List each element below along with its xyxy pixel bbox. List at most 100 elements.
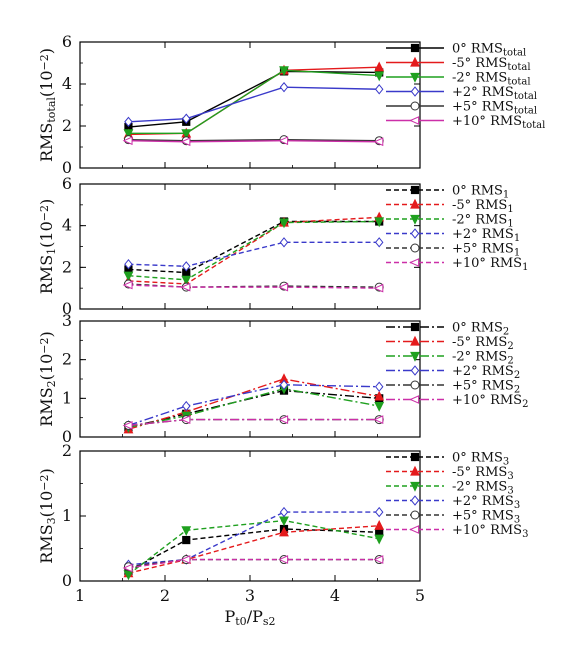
data-point [181,275,192,286]
legend-entry: -5° RMStotal [452,56,531,73]
legend-marker [410,452,420,462]
legend-entry: +2° RMStotal [452,85,537,102]
data-point [122,136,133,146]
data-point [122,280,133,290]
series-line [128,216,380,285]
y-tick-label: 2 [62,116,72,135]
legend-marker [410,43,420,53]
data-point [124,116,133,127]
series-line [128,220,380,274]
y-tick-label: 1 [62,388,72,407]
legend-entry: +5° RMS2 [452,379,520,396]
data-point [374,381,384,392]
series-line [128,220,380,281]
data-point [374,237,384,248]
data-point [279,218,289,229]
y-tick-label: 2 [62,441,72,460]
legend-entry: -2° RMS2 [452,350,514,367]
legend-marker [410,185,420,195]
data-point [278,282,289,292]
legend-marker [410,101,420,111]
data-point [279,237,289,248]
legend-entry: -5° RMS1 [452,198,514,215]
data-point [373,137,384,147]
data-point [278,555,289,564]
legend-marker [410,351,420,362]
data-point [181,526,192,537]
data-point [278,415,289,424]
series-line [128,283,380,288]
y-tick-label: 1 [62,506,72,525]
legend-entry: +5° RMS3 [452,509,520,526]
data-point [279,506,289,518]
x-tick-label: 5 [415,586,425,605]
legend-entry: +2° RMS3 [452,494,520,511]
legend-entry: +10° RMStotal [452,114,545,131]
data-point [279,81,289,93]
legend-entry: +10° RMS2 [452,393,528,410]
data-point [180,555,191,564]
plot-frame [79,450,421,582]
legend-marker [410,243,420,253]
data-point [374,217,385,228]
data-point [374,390,385,401]
data-point [182,113,191,124]
legend-marker [410,228,420,239]
series-line [128,384,380,427]
legend-marker [410,481,420,492]
series-line [128,519,380,576]
y-axis-title: RMS1(10−2) [37,199,58,294]
series-line [128,69,380,135]
legend-marker [409,525,420,534]
series-line [128,418,380,427]
legend-entry: -5° RMS3 [452,465,514,482]
series-line [128,387,380,429]
y-tick-label: 0 [62,427,72,446]
data-point [122,421,133,430]
legend-marker [410,510,420,520]
data-point [182,261,191,272]
series-line [128,284,380,289]
y-axis-title: RMStotal(10−2) [37,48,58,162]
plot-frame [79,183,421,310]
y-tick-label: 4 [62,216,72,235]
legend-entry: 0° RMS2 [452,321,509,338]
legend-entry: 0° RMS1 [452,184,509,201]
y-tick-label: 3 [62,311,72,330]
y-tick-label: 6 [62,174,72,193]
x-tick-label: 4 [330,586,340,605]
x-tick-label: 2 [160,586,170,605]
legend-marker [410,198,420,209]
data-point [180,282,191,292]
legend-entry: -2° RMS3 [452,480,514,497]
data-point [123,271,134,282]
series-line [128,138,380,142]
legend-marker [409,395,420,404]
legend-entry: 0° RMStotal [452,42,526,59]
data-point [279,526,289,537]
x-tick-label: 3 [245,586,255,605]
y-tick-label: 2 [62,350,72,369]
legend-entry: -2° RMStotal [452,71,531,88]
series-line [128,558,380,569]
legend-marker [410,365,420,376]
data-point [182,400,191,412]
x-tick-label: 1 [75,586,85,605]
data-point [374,506,384,518]
data-point [180,137,191,147]
data-point [279,66,289,77]
legend-entry: -2° RMS1 [452,213,514,230]
legend-marker [409,258,420,267]
data-point [373,283,384,293]
data-point [124,259,133,270]
series-line [128,241,380,267]
series-line [128,139,380,143]
series-line [128,378,380,430]
legend-entry: 0° RMS3 [452,451,509,468]
data-point [374,61,385,72]
plot-frame [79,41,421,169]
series-line [128,525,380,574]
